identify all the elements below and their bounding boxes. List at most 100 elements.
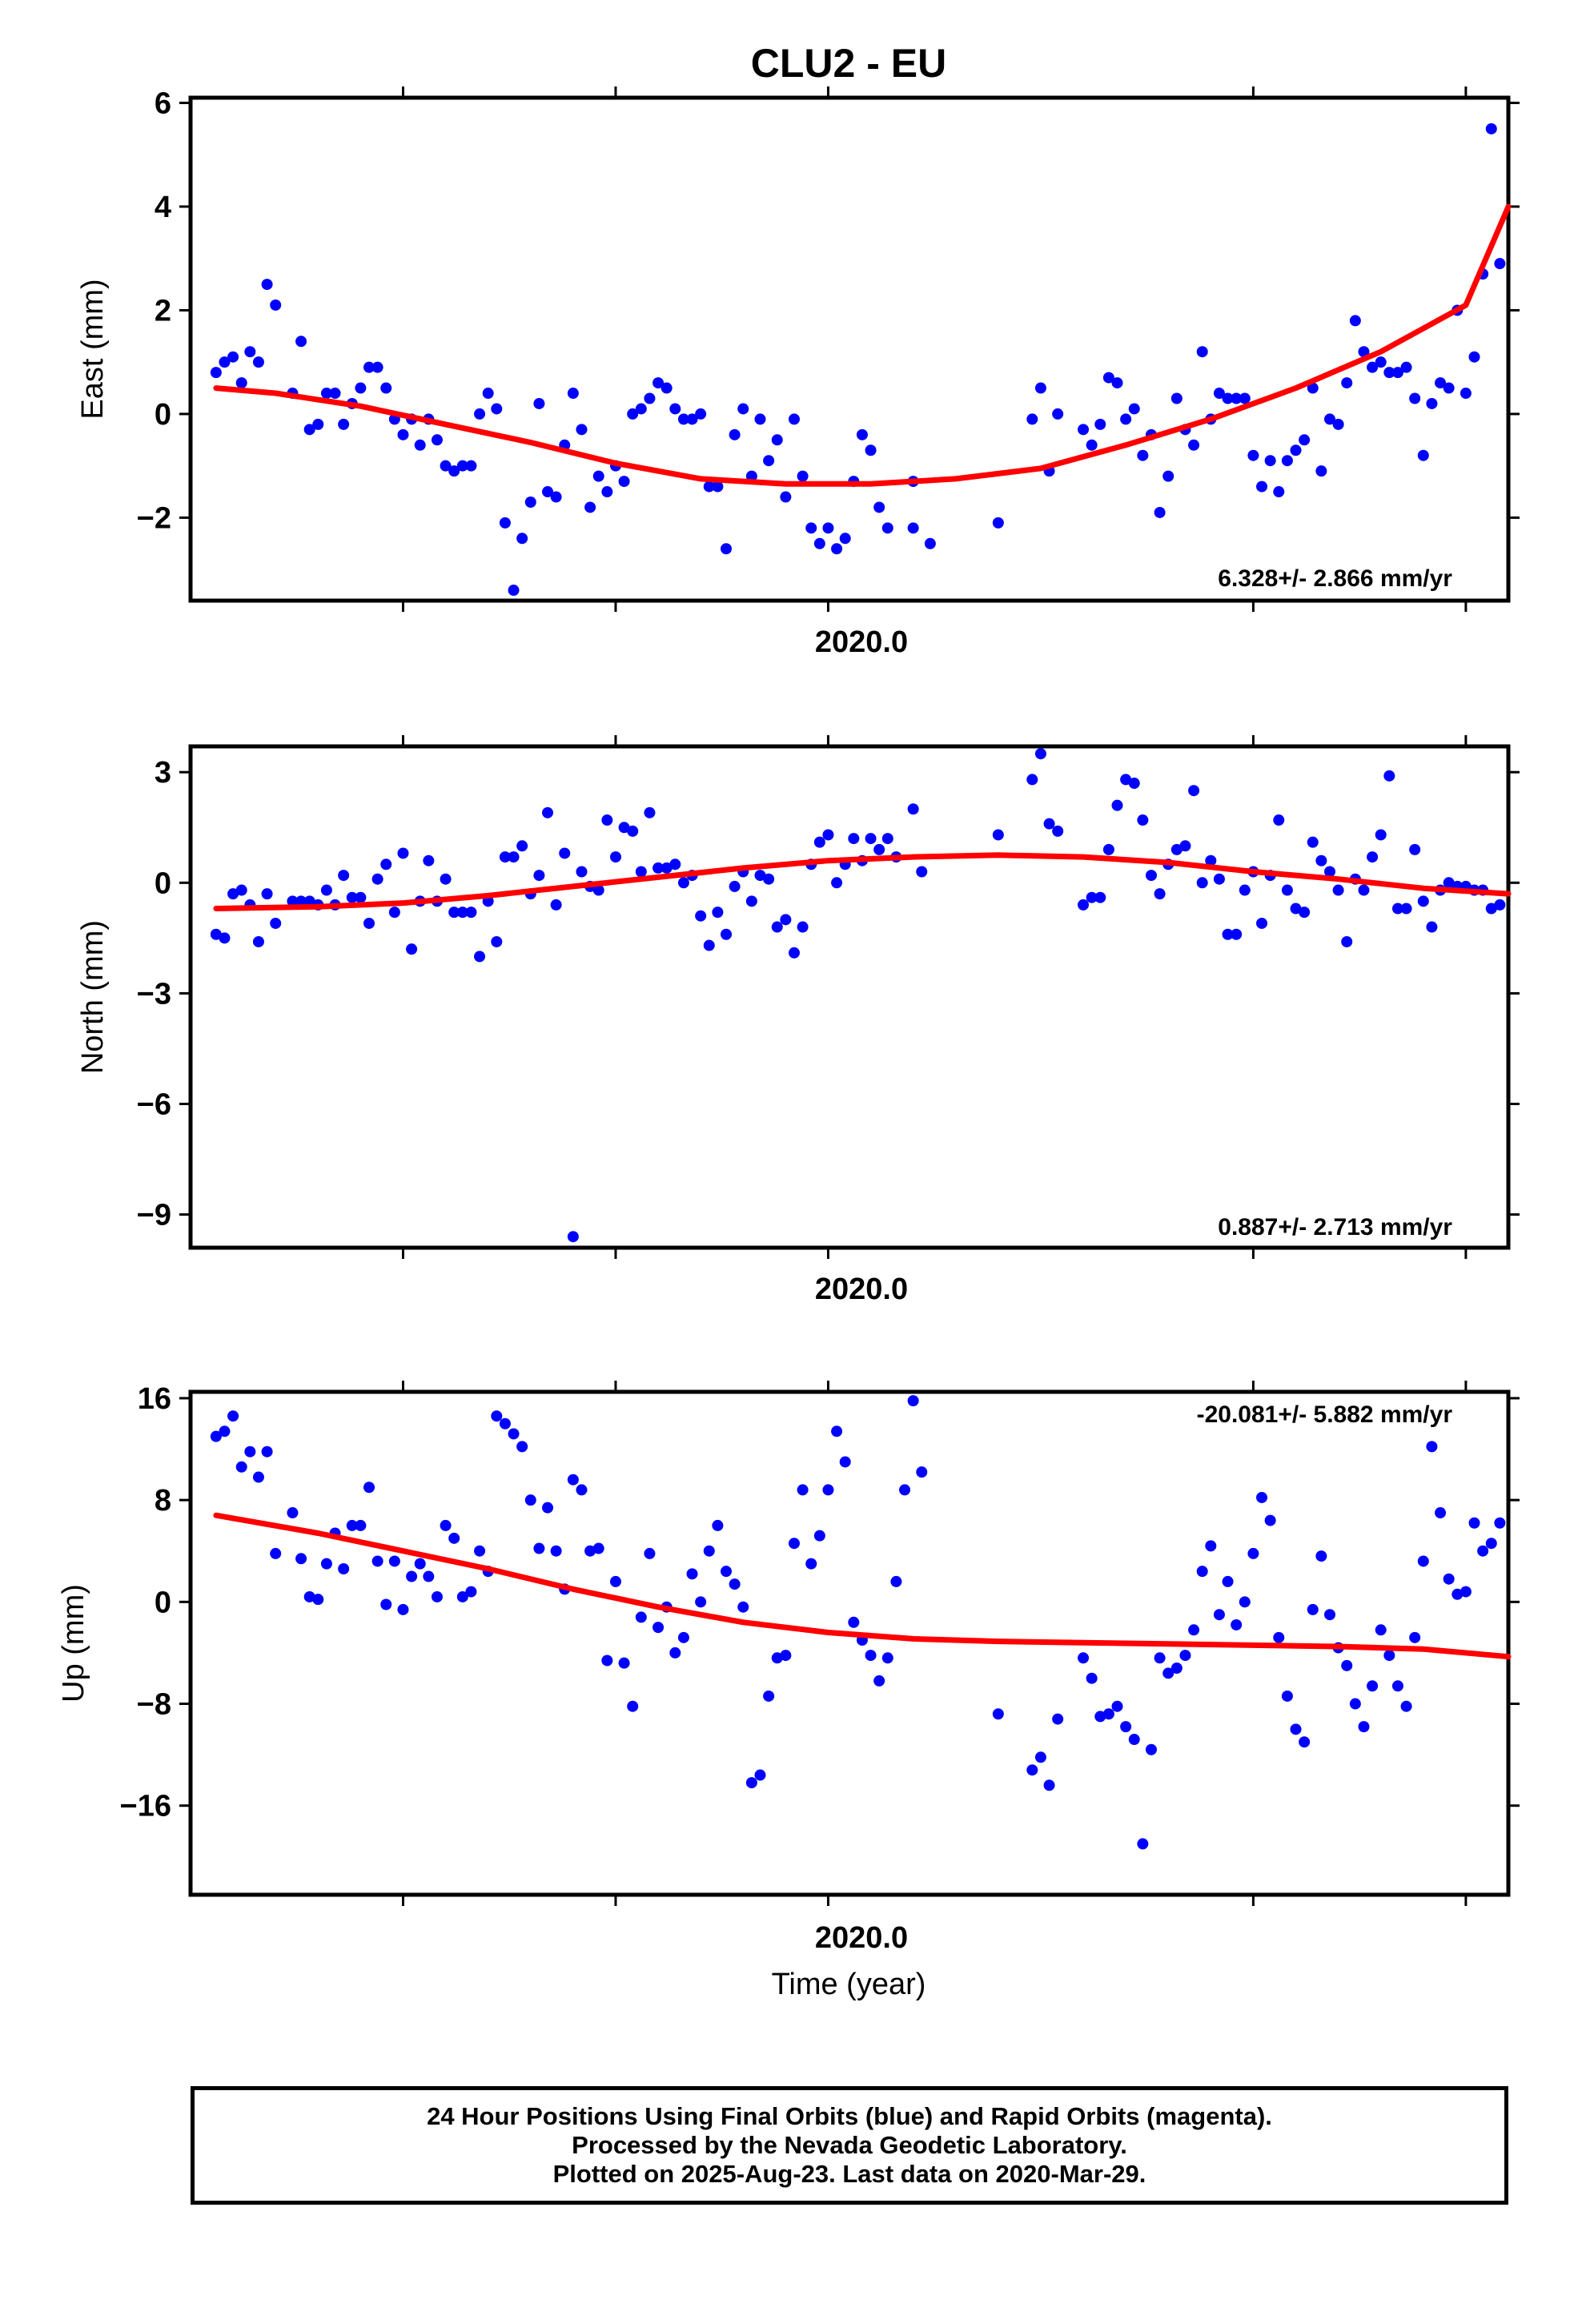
- data-point: [797, 470, 809, 482]
- data-point: [499, 1417, 511, 1429]
- data-point: [1179, 840, 1191, 852]
- data-point: [371, 873, 383, 885]
- data-point: [1120, 413, 1132, 425]
- data-point: [745, 895, 757, 907]
- data-point: [448, 465, 460, 477]
- data-point: [1102, 843, 1114, 855]
- data-point: [1281, 1690, 1293, 1702]
- data-point: [669, 858, 681, 870]
- data-point: [1332, 884, 1344, 896]
- data-point: [763, 1690, 775, 1702]
- data-point: [320, 884, 332, 896]
- data-point: [1391, 1680, 1403, 1692]
- data-point: [1086, 439, 1098, 451]
- data-point: [533, 397, 545, 409]
- data-point: [1349, 1698, 1361, 1710]
- data-point: [1485, 1538, 1497, 1550]
- data-point: [465, 907, 477, 919]
- data-point: [1391, 367, 1403, 379]
- data-point: [499, 517, 511, 529]
- data-point: [312, 418, 324, 430]
- y-tick-label: −8: [137, 1688, 171, 1722]
- data-point: [805, 1558, 817, 1570]
- data-point: [848, 833, 860, 845]
- data-point: [899, 1484, 911, 1496]
- data-point: [1307, 382, 1319, 394]
- data-point: [244, 1445, 256, 1458]
- data-point: [1264, 455, 1276, 467]
- data-point: [456, 460, 468, 472]
- data-point: [992, 1708, 1004, 1720]
- data-point: [1323, 1609, 1335, 1621]
- data-point: [848, 1616, 860, 1628]
- data-point: [440, 873, 452, 885]
- y-tick-label: 3: [155, 756, 171, 790]
- data-point: [363, 1482, 375, 1494]
- data-point: [567, 1474, 579, 1486]
- data-point: [695, 910, 707, 922]
- data-point: [1188, 1624, 1200, 1636]
- data-point: [1332, 418, 1344, 430]
- data-point: [856, 428, 868, 440]
- data-point: [1383, 770, 1395, 782]
- x-tick-label: 2020.0: [815, 625, 908, 659]
- data-point: [1299, 907, 1311, 919]
- data-point: [745, 1777, 757, 1789]
- data-point: [661, 382, 673, 394]
- data-point: [1120, 774, 1132, 786]
- data-point: [813, 1530, 825, 1542]
- data-point: [1383, 1650, 1395, 1662]
- data-point: [584, 501, 596, 513]
- data-point: [1128, 1734, 1140, 1746]
- data-point: [423, 1570, 435, 1582]
- data-point: [1307, 836, 1319, 848]
- data-point: [1299, 1736, 1311, 1748]
- data-point: [729, 880, 741, 892]
- data-point: [295, 1553, 307, 1565]
- data-point: [1290, 1723, 1302, 1735]
- data-point: [1188, 785, 1200, 797]
- data-point: [346, 891, 358, 903]
- data-point: [499, 851, 511, 863]
- data-point: [1299, 434, 1311, 446]
- data-point: [813, 537, 825, 549]
- data-point: [550, 491, 562, 503]
- data-point: [1426, 397, 1438, 409]
- plot-frame: [188, 95, 1511, 603]
- data-point: [873, 843, 885, 855]
- data-point: [677, 1631, 689, 1643]
- data-point: [1145, 1743, 1157, 1755]
- data-point: [1400, 1700, 1412, 1712]
- y-tick-label: 4: [155, 191, 171, 224]
- data-point: [1026, 774, 1038, 786]
- data-point: [737, 403, 749, 415]
- data-point: [1052, 1713, 1064, 1725]
- fit-curve: [213, 852, 1512, 911]
- x-tick-label: 2020.0: [815, 1921, 908, 1955]
- data-point: [491, 1410, 503, 1422]
- chart-title: CLU2 - EU: [751, 41, 946, 86]
- data-point: [677, 413, 689, 425]
- data-point: [695, 408, 707, 420]
- data-point: [881, 833, 893, 845]
- data-point: [414, 439, 426, 451]
- data-point: [1477, 1545, 1489, 1557]
- data-point: [456, 1590, 468, 1602]
- data-point: [924, 537, 936, 549]
- data-point: [1052, 825, 1064, 837]
- data-point: [1417, 1555, 1429, 1567]
- data-point: [712, 480, 724, 493]
- data-point: [592, 1542, 604, 1554]
- data-point: [1494, 1517, 1506, 1529]
- data-point: [1315, 1550, 1327, 1562]
- data-point: [1222, 392, 1234, 404]
- data-point: [992, 517, 1004, 529]
- data-point: [371, 1555, 383, 1567]
- data-point: [627, 1700, 639, 1712]
- panel-up: Up (mm) 2020.0 -20.081+/- 5.882 mm/yr 16…: [57, 1381, 1520, 1955]
- data-point: [1307, 1603, 1319, 1615]
- data-point: [550, 899, 562, 911]
- data-point: [669, 403, 681, 415]
- data-point: [423, 854, 435, 866]
